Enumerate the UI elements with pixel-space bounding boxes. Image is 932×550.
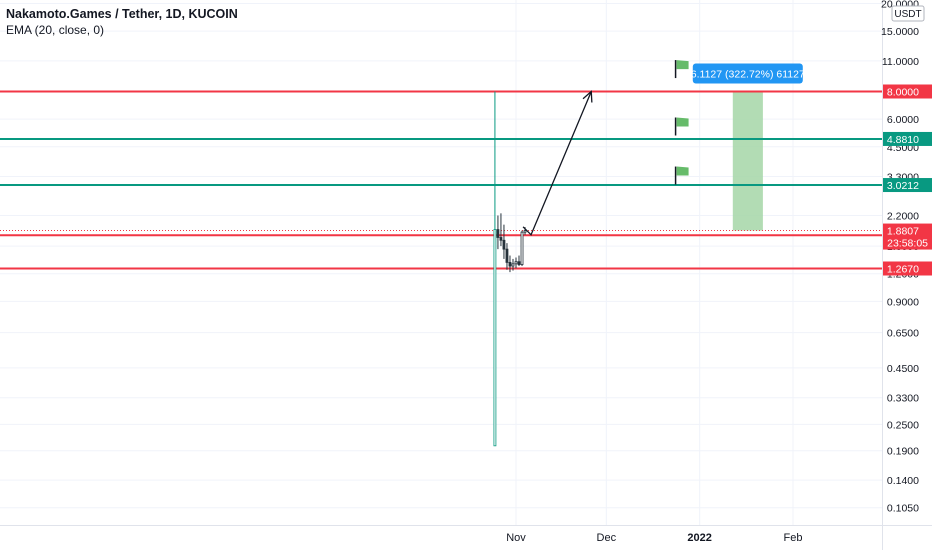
price-tick-label: 0.1900 — [887, 446, 919, 458]
measure-label-bg — [692, 63, 803, 84]
measure-label-text: 6.1127 (322.72%) 61127 — [691, 69, 805, 81]
price-level-badge-text: 4.8810 — [887, 134, 919, 146]
measure-range-box[interactable] — [732, 91, 763, 231]
price-level-badge-bg — [883, 178, 932, 193]
price-tick-label: 0.6500 — [887, 328, 919, 340]
candle-body — [502, 239, 506, 250]
candle[interactable] — [499, 213, 503, 247]
price-tick-label: 20.0000 — [881, 0, 919, 10]
trend-arrow-head — [582, 90, 593, 103]
candle[interactable] — [496, 215, 500, 250]
candle-body — [511, 263, 515, 267]
candle-body — [520, 231, 524, 265]
price-tick-label: 0.4500 — [887, 363, 919, 375]
candle[interactable] — [520, 230, 524, 267]
currency-unit-text: USDT — [894, 9, 921, 20]
indicator-label[interactable]: EMA (20, close, 0) — [6, 23, 105, 37]
candle-body — [505, 248, 509, 263]
flag-cloth — [676, 60, 689, 70]
candle-body — [496, 229, 500, 238]
time-tick-label: 2022 — [687, 532, 711, 544]
price-tick-label: 15.0000 — [881, 26, 919, 38]
symbol-title[interactable]: Nakamoto.Games / Tether, 1D, KUCOIN — [6, 7, 238, 21]
price-tick-label: 6.0000 — [887, 114, 919, 126]
chart-legend: Nakamoto.Games / Tether, 1D, KUCOIN EMA … — [6, 6, 238, 38]
candle-body — [517, 261, 521, 265]
flag-icon[interactable] — [674, 166, 689, 185]
candle[interactable] — [511, 258, 515, 271]
candle[interactable] — [508, 255, 512, 273]
candle[interactable] — [502, 224, 506, 259]
candle-body — [508, 262, 512, 267]
flag-cloth — [676, 166, 689, 176]
price-tick-label: 0.2500 — [887, 419, 919, 431]
price-tick-label: 11.0000 — [882, 56, 919, 68]
price-level-badge[interactable]: 4.8810 — [883, 131, 932, 146]
countdown-text: 23:58:05 — [887, 238, 928, 250]
price-tick-label: 0.3300 — [887, 393, 919, 405]
candle[interactable] — [514, 257, 518, 269]
time-tick-label: Dec — [597, 532, 617, 544]
price-tick-label: 0.9000 — [887, 296, 919, 308]
candle-body — [523, 230, 527, 233]
candle-body — [514, 261, 518, 265]
candle[interactable] — [517, 255, 521, 267]
currency-unit-badge[interactable]: USDT — [891, 5, 925, 22]
time-tick-label: Nov — [506, 532, 526, 544]
measure-label[interactable]: 6.1127 (322.72%) 61127 — [691, 63, 805, 84]
price-tick-label: 0.1400 — [887, 475, 919, 487]
price-level-badge[interactable]: 3.0212 — [883, 178, 932, 193]
candle[interactable] — [505, 243, 509, 270]
price-level-badge-bg — [883, 261, 932, 276]
price-tick-label: 0.1050 — [887, 503, 919, 515]
last-price-text: 1.8807 — [887, 226, 919, 238]
time-tick-label: Feb — [784, 532, 803, 544]
flag-icon[interactable] — [674, 60, 689, 79]
price-level-badge-text: 3.0212 — [887, 180, 919, 192]
price-level-badge-bg — [883, 84, 932, 99]
price-level-badge[interactable]: 1.2670 — [883, 261, 932, 276]
candle[interactable] — [493, 91, 497, 447]
trend-arrow-line[interactable] — [522, 91, 592, 236]
last-price-badge-bg — [883, 223, 932, 250]
price-level-badge-bg — [883, 131, 932, 146]
candle-body — [499, 237, 503, 241]
price-level-badge-text: 8.0000 — [887, 87, 919, 99]
price-level-badge[interactable]: 8.0000 — [883, 84, 932, 99]
price-level-badge-text: 1.2670 — [887, 264, 919, 276]
currency-unit-bg — [891, 5, 925, 22]
flag-cloth — [676, 117, 689, 127]
flag-icon[interactable] — [674, 117, 689, 136]
candle-body — [493, 229, 497, 447]
price-tick-label: 2.2000 — [887, 210, 919, 222]
